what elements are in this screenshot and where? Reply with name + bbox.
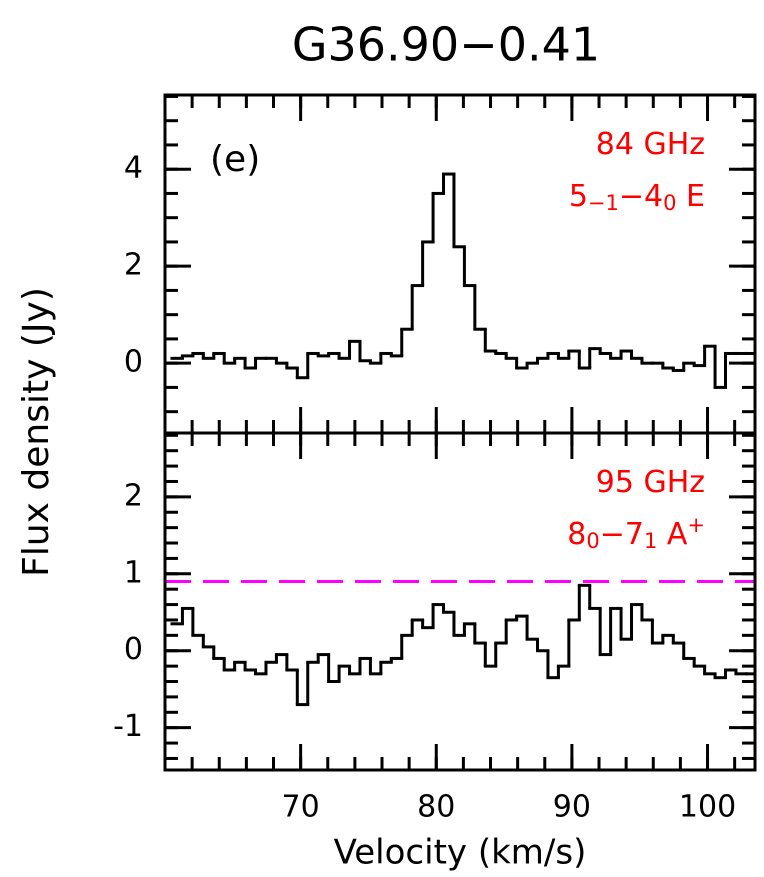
annotation-part: + [687, 513, 705, 537]
annotation-part: 5 [569, 179, 588, 214]
annotation-part: −4 [619, 179, 663, 214]
annotation-part: 84 GHz [596, 127, 705, 162]
x-tick-label: 80 [417, 790, 455, 825]
annotation: 84 GHz [596, 127, 705, 162]
annotation: 95 GHz [596, 465, 705, 500]
y-tick-label: 2 [124, 478, 143, 513]
annotation-part: −7 [600, 517, 644, 552]
x-tick-label: 100 [679, 790, 736, 825]
annotation: 80−71 A+ [567, 513, 705, 554]
annotation-part: E [677, 179, 706, 214]
y-tick-label: -1 [113, 709, 143, 744]
series-group [170, 172, 755, 389]
y-tick-label: 1 [124, 555, 143, 590]
series-group [170, 583, 755, 707]
x-tick-label: 90 [553, 790, 591, 825]
annotation-part: 8 [567, 517, 586, 552]
panel-label: (e) [210, 139, 260, 180]
plot-frame [163, 431, 757, 772]
annotation-part: 1 [644, 529, 657, 553]
annotation-part: 0 [586, 529, 599, 553]
annotation-part: 0 [663, 191, 676, 215]
y-tick-label: 2 [124, 248, 143, 283]
annotation: 5−1−40 E [569, 179, 705, 216]
x-axis-label: Velocity (km/s) [334, 833, 587, 873]
annotation-part: A [657, 517, 688, 552]
x-tick-label: 70 [282, 790, 320, 825]
y-axis-label: Flux density (Jy) [16, 287, 57, 577]
y-tick-label: 0 [124, 632, 143, 667]
y-tick-label: 0 [124, 345, 143, 380]
chart-title: G36.90−0.41 [292, 18, 600, 72]
annotation-part: 95 GHz [596, 465, 705, 500]
y-tick-label: 4 [124, 151, 143, 186]
annotation-part: −1 [588, 191, 619, 215]
